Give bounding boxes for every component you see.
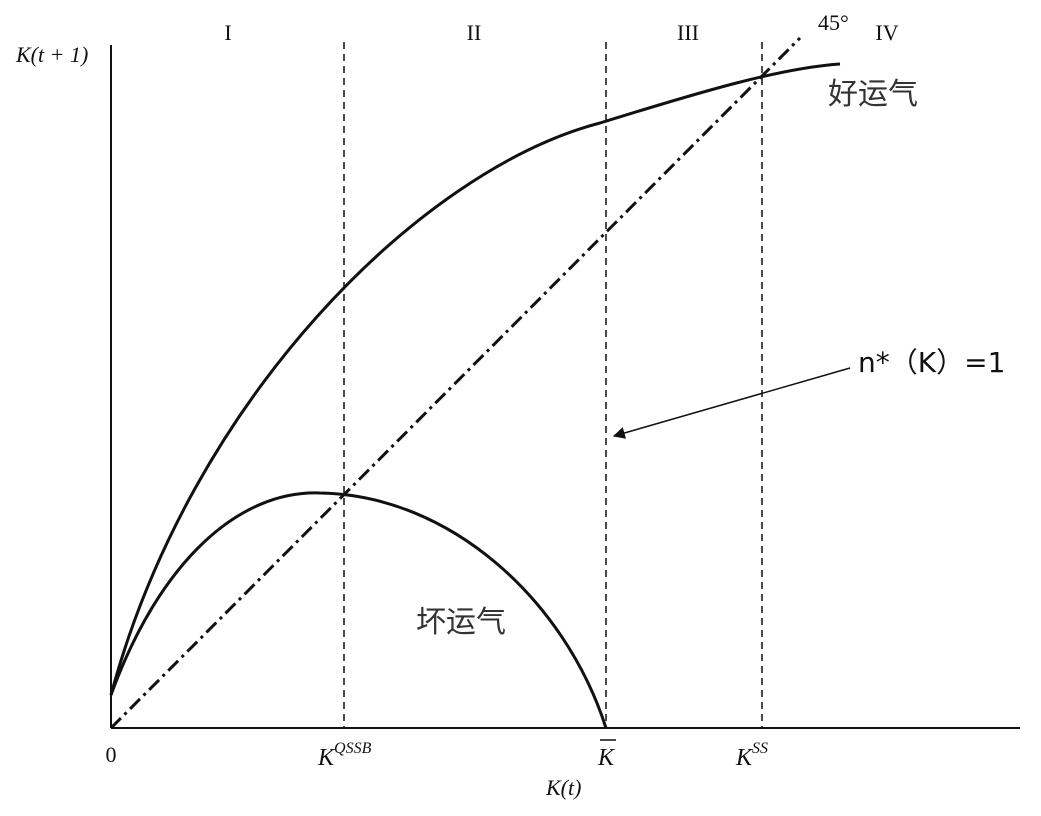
- angle-label: 45°: [818, 10, 849, 35]
- bad-luck-curve: [109, 491, 608, 729]
- region-label: III: [677, 20, 699, 45]
- 45-degree-line: [109, 36, 802, 730]
- x-mark-label: KSS: [735, 740, 768, 771]
- x-mark-label: K: [597, 745, 616, 771]
- bad-luck-label: 坏运气: [416, 605, 506, 640]
- annotation-label: n*（K）=1: [858, 346, 1005, 379]
- region-label: II: [467, 20, 482, 45]
- mark-sup: QSSB: [334, 740, 372, 757]
- y-axis-label: K(t + 1): [15, 42, 88, 67]
- region-label: I: [224, 20, 231, 45]
- x-axis-label: K(t): [545, 775, 581, 800]
- mark-base: K: [597, 745, 616, 771]
- mark-base: K: [735, 745, 754, 771]
- region-label: IV: [875, 20, 898, 45]
- good-luck-curve: [109, 62, 841, 696]
- good-luck-label: 好运气: [828, 77, 918, 112]
- region-dividers: [343, 42, 763, 728]
- mark-sup: SS: [752, 740, 768, 757]
- origin-label: 0: [106, 742, 117, 767]
- mark-base: K: [317, 745, 336, 771]
- annotation-arrow: [612, 367, 851, 439]
- x-mark-label: KQSSB: [317, 740, 372, 771]
